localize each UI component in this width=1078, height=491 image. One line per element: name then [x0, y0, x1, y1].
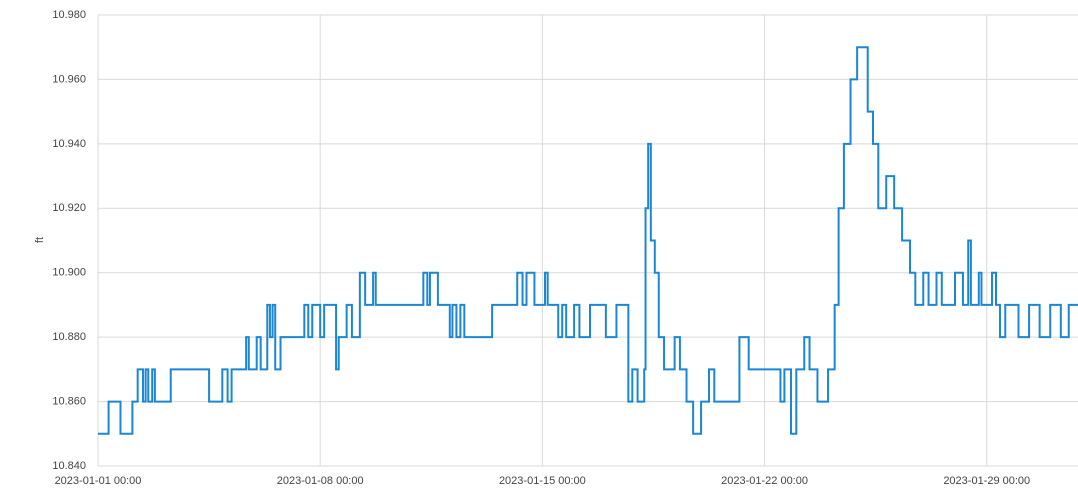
- x-tick-label: 2023-01-15 00:00: [499, 475, 586, 487]
- y-tick-label: 10.840: [52, 460, 86, 472]
- x-tick-label: 2023-01-22 00:00: [721, 475, 808, 487]
- y-tick-label: 10.960: [52, 73, 86, 85]
- y-tick-label: 10.880: [52, 331, 86, 343]
- y-tick-label: 10.940: [52, 138, 86, 150]
- x-tick-label: 2023-01-08 00:00: [277, 475, 364, 487]
- y-axis-label: ft: [34, 237, 46, 243]
- x-tick-label: 2023-01-29 00:00: [943, 475, 1030, 487]
- data-line: [98, 46, 1078, 435]
- y-tick-label: 10.860: [52, 395, 86, 407]
- y-tick-label: 10.900: [52, 267, 86, 279]
- x-tick-label: 2023-01-01 00:00: [55, 475, 142, 487]
- y-tick-label: 10.920: [52, 202, 86, 214]
- y-tick-label: 10.980: [52, 9, 86, 21]
